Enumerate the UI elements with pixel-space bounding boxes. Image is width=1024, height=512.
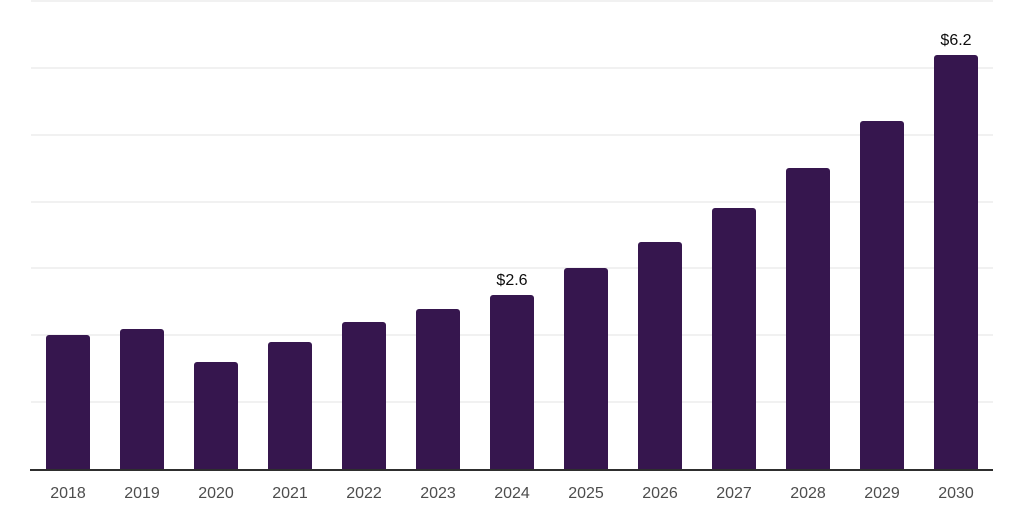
gridline: [31, 0, 993, 2]
bar-2024: [490, 295, 534, 469]
x-tick-label: 2027: [716, 485, 752, 502]
bar-slot: [253, 1, 327, 469]
bar-2029: [860, 121, 904, 469]
bar-slot: [401, 1, 475, 469]
x-tick-label: 2019: [124, 485, 160, 502]
bar-2030: [934, 54, 978, 469]
bar-2026: [638, 241, 682, 469]
x-tick-label: 2018: [50, 485, 86, 502]
x-axis-line: [30, 469, 993, 471]
bar-2028: [786, 168, 830, 469]
bar-2020: [194, 362, 238, 469]
x-tick-label: 2026: [642, 485, 678, 502]
bar-slot: [549, 1, 623, 469]
x-tick-label: 2030: [938, 485, 974, 502]
bar-2022: [342, 321, 386, 469]
x-tick-label: 2021: [272, 485, 308, 502]
bar-slot: [623, 1, 697, 469]
bar-slot: [771, 1, 845, 469]
x-tick-label: 2022: [346, 485, 382, 502]
bar-slot: $2.6: [475, 1, 549, 469]
bar-slot: [179, 1, 253, 469]
bar-value-label: $6.2: [940, 31, 972, 49]
x-axis-labels: 2018 2019 2020 2021 2022 2023 2024 2025 2026 2027…: [31, 484, 993, 503]
bar-slot: [327, 1, 401, 469]
bars: $2.6 $6.2: [31, 1, 993, 469]
bar-2019: [120, 328, 164, 469]
bar-value-label: $2.6: [496, 272, 528, 290]
bar-slot: [31, 1, 105, 469]
x-tick-label: 2023: [420, 485, 456, 502]
bar-slot: [697, 1, 771, 469]
bar-slot: [845, 1, 919, 469]
x-tick-label: 2029: [864, 485, 900, 502]
gridline: [31, 66, 993, 69]
plot-area: $2.6 $6.2: [31, 0, 993, 469]
bar-2027: [712, 208, 756, 469]
x-tick-label: 2024: [494, 485, 530, 502]
bar-2023: [416, 308, 460, 469]
gridline: [31, 267, 993, 270]
bar-2025: [564, 268, 608, 469]
x-tick-label: 2028: [790, 485, 826, 502]
bar-2018: [46, 335, 90, 469]
x-tick-label: 2020: [198, 485, 234, 502]
gridline: [31, 200, 993, 203]
gridline: [31, 133, 993, 136]
bar-slot: [105, 1, 179, 469]
x-tick-label: 2025: [568, 485, 604, 502]
bar-2021: [268, 341, 312, 469]
bar-slot: $6.2: [919, 1, 993, 469]
